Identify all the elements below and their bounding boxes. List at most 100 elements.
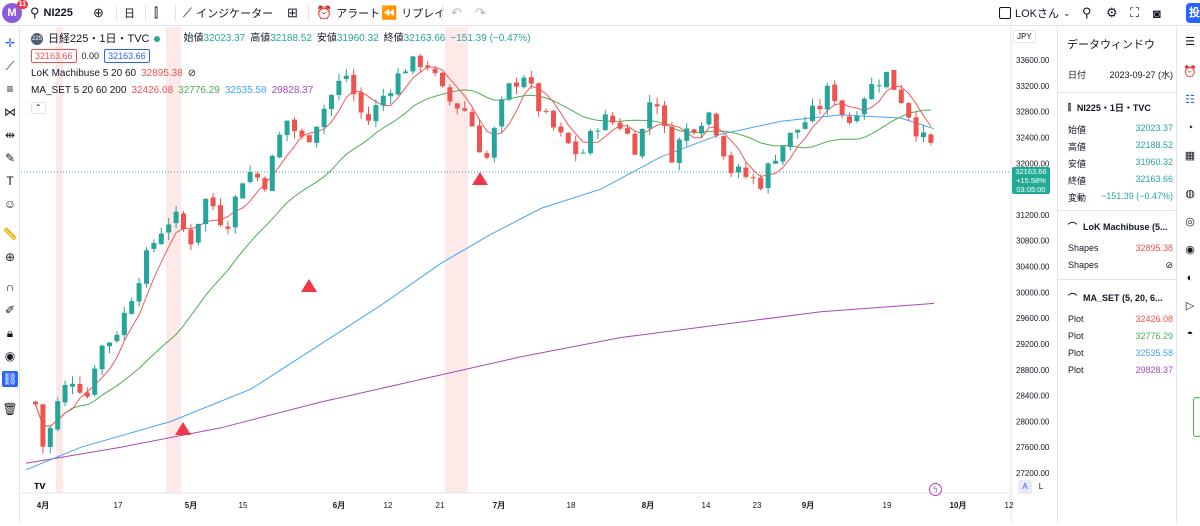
indicator2-row[interactable]: MA_SET 5 20 60 200 32426.08 32776.29 325…	[31, 82, 530, 99]
play-icon[interactable]: ▷	[1185, 300, 1195, 312]
eye-icon[interactable]: ◉	[4, 349, 16, 363]
projection-icon[interactable]: ⇹	[4, 128, 16, 142]
link-icon[interactable]: ⛓	[2, 371, 18, 387]
indicator-icon: ⌒	[1068, 222, 1078, 232]
candle-body	[847, 116, 852, 123]
lightning-icon[interactable]: ϟ	[929, 483, 942, 496]
fullscreen-button[interactable]: ⛶	[1130, 4, 1139, 22]
indicator-icon: ⌒	[1068, 293, 1078, 303]
text-icon[interactable]: T	[6, 174, 14, 188]
symbol-search[interactable]: ⚲ NI225	[30, 4, 73, 22]
trend-line-icon[interactable]: ⟋	[5, 59, 15, 73]
lock-icon[interactable]: 🔒︎	[6, 326, 14, 340]
tab-handle-icon[interactable]	[1193, 397, 1200, 437]
brush-icon[interactable]: ✎	[4, 151, 16, 165]
undo-icon: ↶	[451, 5, 462, 20]
redo-button[interactable]: ↷	[475, 4, 486, 22]
indicators-button[interactable]: ⟋ インジケーター	[183, 4, 273, 22]
calendar-icon[interactable]: ▦	[1184, 150, 1196, 162]
candle-body	[314, 126, 320, 143]
trash-icon[interactable]: 🗑︎	[2, 402, 18, 416]
collapse-chevron-icon[interactable]: ⌃	[31, 101, 46, 114]
candle-body	[758, 177, 764, 189]
candle-body	[713, 113, 719, 136]
time-tick-label: 8月	[642, 501, 654, 510]
candle-body	[255, 173, 260, 178]
highlight-band	[56, 27, 63, 493]
candle-body	[410, 56, 416, 72]
dw-row: Shapes ⊘	[1068, 260, 1173, 270]
indicator1-value: 32895.38	[141, 67, 183, 79]
emoji-icon[interactable]: ☺	[3, 197, 17, 211]
price-tick-label: 28800.00	[1016, 366, 1050, 375]
currency-label[interactable]: JPY	[1013, 30, 1036, 43]
user-avatar[interactable]: M 11	[2, 0, 28, 23]
interval-button[interactable]: 日	[124, 4, 135, 22]
quick-search-button[interactable]: ⚲	[1082, 4, 1092, 22]
indicator1-row[interactable]: LoK Machibuse 5 20 60 32895.38 ⊘	[31, 65, 530, 82]
candle-body	[336, 80, 342, 96]
streams-icon[interactable]: ◉	[1185, 244, 1195, 256]
chart-pane[interactable]: 33600.00 33200.00 32800.00 32400.00 32000.00…	[21, 27, 1056, 523]
candle-body	[595, 130, 601, 132]
candle-body	[395, 73, 401, 95]
replay-button[interactable]: ⏪ リプレイ	[381, 4, 445, 22]
candle-body	[521, 77, 527, 88]
candle-body	[610, 115, 616, 123]
notifications-icon[interactable]: ◓	[1186, 328, 1194, 340]
indicator2-head[interactable]: ⌒ MA_SET (5, 20, 6...	[1068, 292, 1163, 304]
broadcast-icon[interactable]: ◐	[1186, 272, 1194, 284]
dw-row: 変動 −151.39 (−0.47%)	[1068, 191, 1173, 203]
snapshot-button[interactable]: ◙	[1153, 4, 1161, 22]
crosshair-icon[interactable]: ✛	[4, 36, 16, 50]
auto-scale-button[interactable]: A	[1018, 480, 1032, 494]
data-window-icon[interactable]: ☷	[1185, 94, 1195, 106]
price-tick-label: 27200.00	[1016, 469, 1050, 478]
log-scale-button[interactable]: L	[1038, 482, 1044, 491]
candle-body	[691, 129, 697, 133]
candle-body	[247, 172, 253, 183]
publish-button[interactable]: 投稿	[1186, 3, 1200, 23]
last-price-change: +15.58%	[1016, 176, 1046, 185]
highlight-bands	[56, 27, 468, 493]
signal-markers	[175, 172, 488, 435]
buy-price[interactable]: 32163.66	[104, 49, 150, 63]
alerts-icon[interactable]: ⏰	[1183, 66, 1197, 78]
price-chart[interactable]: 33600.00 33200.00 32800.00 32400.00 32000.00…	[21, 27, 1056, 523]
candle-body	[736, 166, 741, 173]
ruler-icon[interactable]: 📏	[2, 227, 18, 241]
candle-body	[484, 153, 490, 158]
undo-button[interactable]: ↶	[451, 4, 462, 22]
price-tick-label: 32000.00	[1016, 159, 1050, 168]
symbol-head[interactable]: ⫿ NI225・1日・TVC	[1068, 102, 1151, 113]
legend-title[interactable]: 日経225・1日・TVC	[48, 32, 150, 45]
pattern-icon[interactable]: ⋈	[4, 105, 16, 119]
compare-button[interactable]: ⊕	[93, 4, 104, 22]
layout-menu[interactable]: LOKさん ⌄	[999, 4, 1071, 22]
fullscreen-icon: ⛶	[1130, 5, 1140, 20]
chart-type-button[interactable]: ⫿	[154, 4, 158, 22]
lock-drawing-icon[interactable]: ✐	[4, 303, 16, 317]
candle-body	[121, 312, 127, 336]
candle-body	[62, 384, 68, 403]
hotlist-icon[interactable]: ◔	[1186, 122, 1194, 134]
divider	[145, 5, 146, 21]
settings-button[interactable]: ⚙	[1106, 4, 1118, 22]
dw-row: 終値 32163.66	[1068, 174, 1173, 186]
chat-icon[interactable]: ◎	[1185, 216, 1195, 228]
fib-icon[interactable]: ≡	[6, 82, 14, 96]
zoom-in-icon[interactable]: ⊕	[4, 250, 16, 264]
alert-button[interactable]: ⏰ アラート	[316, 4, 380, 22]
sell-price[interactable]: 32163.66	[31, 49, 77, 63]
watchlist-icon[interactable]: ☰	[1185, 36, 1195, 48]
candle-body	[876, 85, 882, 87]
indicator1-head[interactable]: ⌒ LoK Machibuse (5...	[1068, 221, 1168, 233]
candle-body	[810, 105, 815, 122]
layouts-button[interactable]: ⊞	[287, 4, 298, 22]
price-axis-bg	[1011, 27, 1056, 523]
magnet-icon[interactable]: ∩	[5, 280, 15, 294]
time-tick-label: 12	[1005, 501, 1014, 510]
ideas-icon[interactable]: ◍	[1185, 188, 1195, 200]
candle-body	[417, 55, 423, 67]
chart-legend: 225 日経225・1日・TVC 始値32023.37 高値32188.52 安…	[31, 30, 530, 116]
